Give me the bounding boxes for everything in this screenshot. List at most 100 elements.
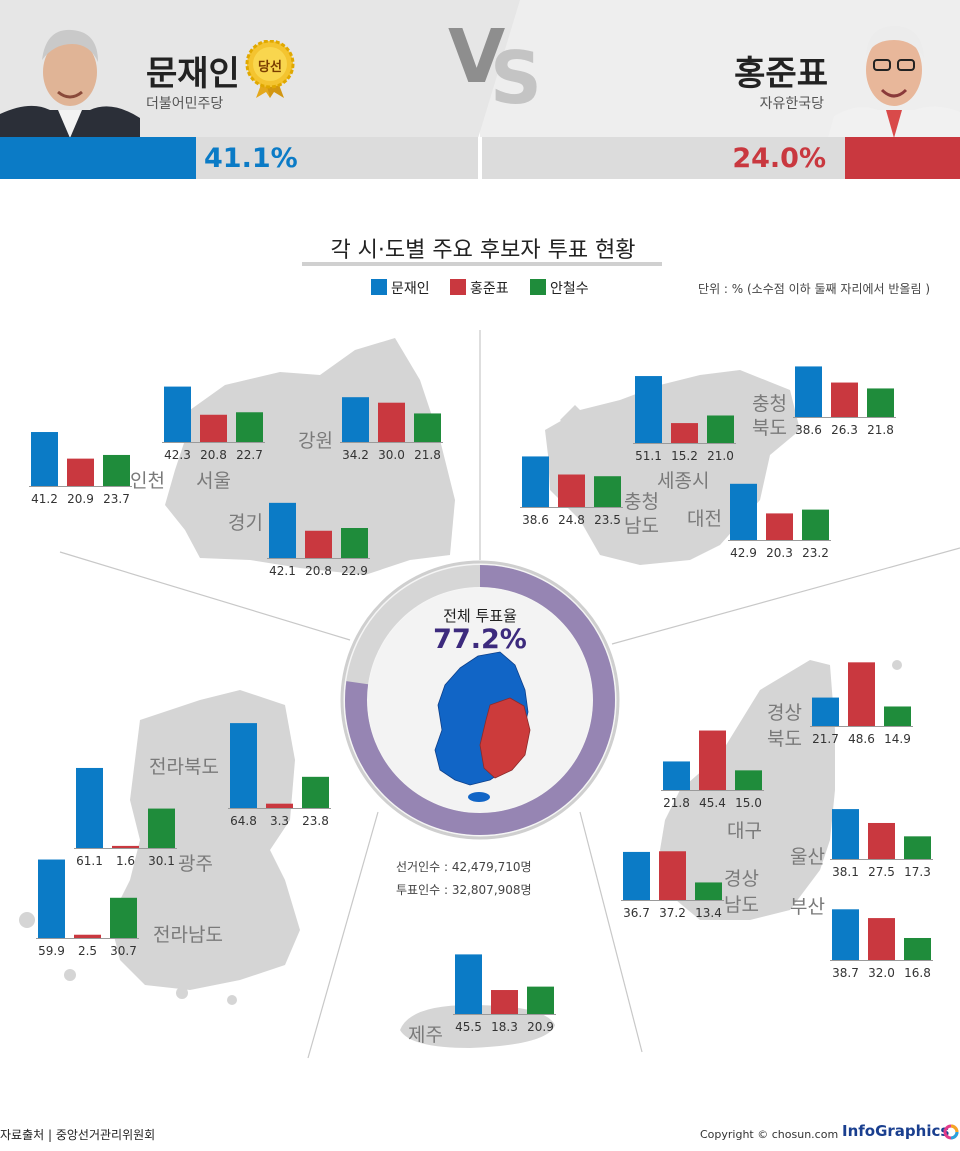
region-label-gwangju: 광주 xyxy=(178,853,213,875)
chart-title: 각 시·도별 주요 후보자 투표 현황 xyxy=(330,238,636,263)
bar-hong xyxy=(699,730,726,790)
region-label-gyeongnam: 경상남도 xyxy=(724,868,759,916)
bar-hong xyxy=(305,530,332,558)
bar-group-10: 61.1 1.6 30.1 xyxy=(74,767,177,868)
vs-letter-s: S xyxy=(490,36,542,120)
bar-value-label: 22.7 xyxy=(236,448,263,462)
region-label-chungbuk: 충청북도 xyxy=(752,393,787,439)
region-label-jeonnam: 전라남도 xyxy=(153,924,223,946)
bar-value-label: 38.1 xyxy=(832,865,859,879)
turnout-ring-arc xyxy=(345,565,615,835)
bar-value-label: 20.3 xyxy=(766,546,793,560)
bar-ahn xyxy=(148,808,175,848)
bar-value-label: 21.8 xyxy=(867,423,894,437)
bar-value-label: 18.3 xyxy=(491,1020,518,1034)
bar-value-label: 27.5 xyxy=(868,865,895,879)
map-jeju xyxy=(400,1005,555,1048)
bar-moon xyxy=(164,386,191,442)
bar-value-label: 23.7 xyxy=(103,492,130,506)
bar-hong xyxy=(868,822,895,859)
bar-value-label: 20.9 xyxy=(527,1020,554,1034)
bar-ahn xyxy=(802,509,829,540)
bar-value-label: 30.1 xyxy=(148,854,175,868)
bar-value-label: 51.1 xyxy=(635,449,662,463)
bar-hong xyxy=(200,414,227,442)
bar-value-label: 20.9 xyxy=(67,492,94,506)
bar-group-16: 38.7 32.0 16.8 xyxy=(830,909,933,980)
region-label-jeju: 제주 xyxy=(408,1024,443,1046)
bar-ahn xyxy=(594,476,621,507)
bar-value-label: 42.3 xyxy=(164,448,191,462)
left-candidate-percent: 41.1% xyxy=(204,143,298,174)
bar-value-label: 23.5 xyxy=(594,513,621,527)
bar-group-15: 36.7 37.2 13.4 xyxy=(621,851,724,920)
bar-value-label: 61.1 xyxy=(76,854,103,868)
left-candidate-party: 더불어민주당 xyxy=(146,96,224,112)
source-credit: 자료출처 | 중앙선거관리위원회 xyxy=(0,1128,156,1142)
bar-value-label: 21.8 xyxy=(414,448,441,462)
bar-ahn xyxy=(302,776,329,808)
left-candidate-name: 문재인 xyxy=(146,54,240,94)
voters-count: 투표인수 : 32,807,908명 xyxy=(396,883,532,897)
bar-moon xyxy=(812,697,839,726)
bar-moon xyxy=(269,502,296,558)
bar-ahn xyxy=(236,412,263,442)
bar-value-label: 21.0 xyxy=(707,449,734,463)
bar-value-label: 22.9 xyxy=(341,564,368,578)
region-label-seoul: 서울 xyxy=(196,470,231,492)
unit-note: 단위 : % (소수점 이하 둘째 자리에서 반올림 ) xyxy=(698,282,930,296)
legend-label-ahn: 안철수 xyxy=(550,281,589,297)
bar-ahn xyxy=(867,388,894,417)
bar-moon xyxy=(832,809,859,859)
bar-value-label: 32.0 xyxy=(868,966,895,980)
bar-group-8: 42.9 20.3 23.2 xyxy=(728,483,831,560)
bar-value-label: 38.6 xyxy=(522,513,549,527)
region-label-ulsan: 울산 xyxy=(790,846,825,868)
right-candidate-name: 홍준표 xyxy=(734,54,828,94)
right-candidate-party: 자유한국당 xyxy=(759,96,824,112)
bar-value-label: 42.9 xyxy=(730,546,757,560)
legend-swatch-moon xyxy=(371,279,387,295)
region-label-gangwon: 강원 xyxy=(298,430,333,452)
turnout-value: 77.2% xyxy=(433,624,527,655)
bar-hong xyxy=(491,990,518,1014)
bar-group-4: 42.1 20.8 22.9 xyxy=(267,502,370,578)
bar-group-1: 41.2 20.9 23.7 xyxy=(29,432,132,506)
bar-value-label: 3.3 xyxy=(270,814,289,828)
bar-value-label: 21.8 xyxy=(663,796,690,810)
bar-group-2: 42.3 20.8 22.7 xyxy=(162,386,265,462)
bar-group-7: 38.6 24.8 23.5 xyxy=(520,456,623,527)
right-candidate-percent: 24.0% xyxy=(732,143,826,174)
bar-value-label: 36.7 xyxy=(623,906,650,920)
bar-hong xyxy=(766,513,793,540)
bar-value-label: 14.9 xyxy=(884,732,911,746)
bar-value-label: 38.6 xyxy=(795,423,822,437)
bar-ahn xyxy=(735,770,762,790)
copyright: Copyright © chosun.com xyxy=(700,1128,839,1141)
bar-ahn xyxy=(341,528,368,558)
bar-hong xyxy=(848,662,875,726)
bar-group-6: 38.6 26.3 21.8 xyxy=(793,366,896,437)
legend-label-hong: 홍준표 xyxy=(470,281,509,297)
divider-lines xyxy=(59,330,960,1059)
map-capital-gangwon xyxy=(165,338,455,575)
bar-hong xyxy=(74,934,101,938)
bar-value-label: 23.8 xyxy=(302,814,329,828)
region-label-gyeonggi: 경기 xyxy=(228,512,263,534)
bar-ahn xyxy=(884,706,911,726)
bar-group-13: 21.8 45.4 15.0 xyxy=(661,730,764,810)
bar-ahn xyxy=(695,882,722,900)
winner-badge: 당선 xyxy=(244,39,296,98)
bar-moon xyxy=(31,432,58,486)
legend-swatch-ahn xyxy=(530,279,546,295)
bar-moon xyxy=(230,723,257,808)
bar-ahn xyxy=(414,413,441,442)
bar-value-label: 17.3 xyxy=(904,865,931,879)
bar-moon xyxy=(342,397,369,442)
winner-medal-icon xyxy=(245,39,295,98)
bar-value-label: 30.0 xyxy=(378,448,405,462)
bar-hong xyxy=(671,423,698,443)
bar-ahn xyxy=(904,836,931,859)
bar-group-9: 64.8 3.3 23.8 xyxy=(228,723,331,828)
bar-hong xyxy=(558,474,585,507)
